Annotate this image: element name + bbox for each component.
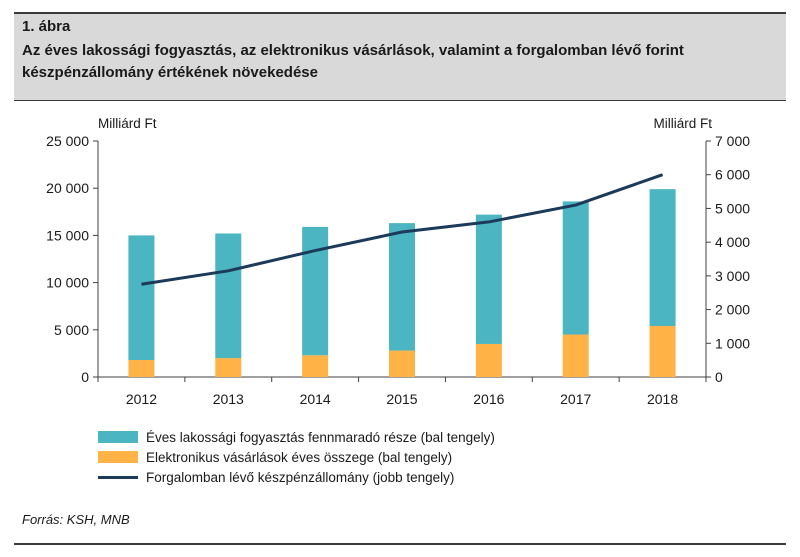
legend: Éves lakossági fogyasztás fennmaradó rés… [98,427,495,487]
legend-swatch-cash [98,475,138,479]
x-tick-label: 2012 [126,391,157,407]
left-axis-unit: Milliárd Ft [98,116,157,131]
cash-line [141,173,664,286]
figure-source: Forrás: KSH, MNB [22,512,130,527]
right-tick-label: 1 000 [715,335,750,351]
left-tick-label: 5 000 [54,322,89,338]
x-tick-label: 2017 [560,391,591,407]
header-rule [14,100,786,101]
figure-title: Az éves lakossági fogyasztás, az elektro… [22,42,684,81]
left-tick-label: 15 000 [46,227,89,243]
bar-remaining [389,223,415,351]
left-tick-label: 25 000 [46,133,89,149]
bar-remaining [562,201,589,335]
legend-item-remaining: Éves lakossági fogyasztás fennmaradó rés… [98,427,495,447]
legend-item-electronic: Elektronikus vásárlások éves összege (ba… [98,447,495,467]
x-tick-label: 2014 [300,391,331,407]
bar-electronic [215,358,242,377]
right-tick-label: 5 000 [715,200,750,216]
right-tick-label: 2 000 [715,302,750,318]
right-axis-unit: Milliárd Ft [653,116,712,131]
figure-header [14,14,786,100]
x-tick-label: 2013 [213,391,244,407]
bar-remaining [128,235,155,361]
legend-label-electronic: Elektronikus vásárlások éves összege (ba… [146,449,453,465]
left-tick-label: 20 000 [46,180,89,196]
right-tick-label: 7 000 [715,133,750,149]
x-tick-label: 2016 [473,391,504,407]
bar-electronic [475,343,502,377]
left-tick-label: 0 [81,369,89,385]
bar-electronic [128,360,155,377]
bar-remaining [215,233,242,359]
legend-swatch-electronic [98,451,138,463]
legend-swatch-remaining [98,431,138,443]
bar-electronic [649,326,676,377]
legend-label-cash: Forgalomban lévő készpénzállomány (jobb … [146,469,455,485]
bar-remaining [302,226,329,356]
top-rule [14,12,786,14]
bar-remaining [475,214,502,344]
x-tick-label: 2015 [386,391,417,407]
x-tick-label: 2018 [647,391,678,407]
legend-item-cash: Forgalomban lévő készpénzállomány (jobb … [98,467,495,487]
right-tick-label: 4 000 [715,234,750,250]
plot-area: 0 5 000 10 000 15 000 20 000 25 000 0 1 000 2 00… [46,133,750,407]
figure-label: 1. ábra [22,18,71,35]
bar-electronic [302,355,329,377]
bottom-rule [14,543,786,545]
right-tick-label: 0 [715,369,723,385]
bar-electronic [389,350,415,377]
right-tick-label: 6 000 [715,167,750,183]
right-tick-label: 3 000 [715,268,750,284]
left-tick-label: 10 000 [46,275,89,291]
legend-label-remaining: Éves lakossági fogyasztás fennmaradó rés… [146,429,495,445]
bar-remaining [649,189,676,327]
bar-electronic [562,334,589,377]
